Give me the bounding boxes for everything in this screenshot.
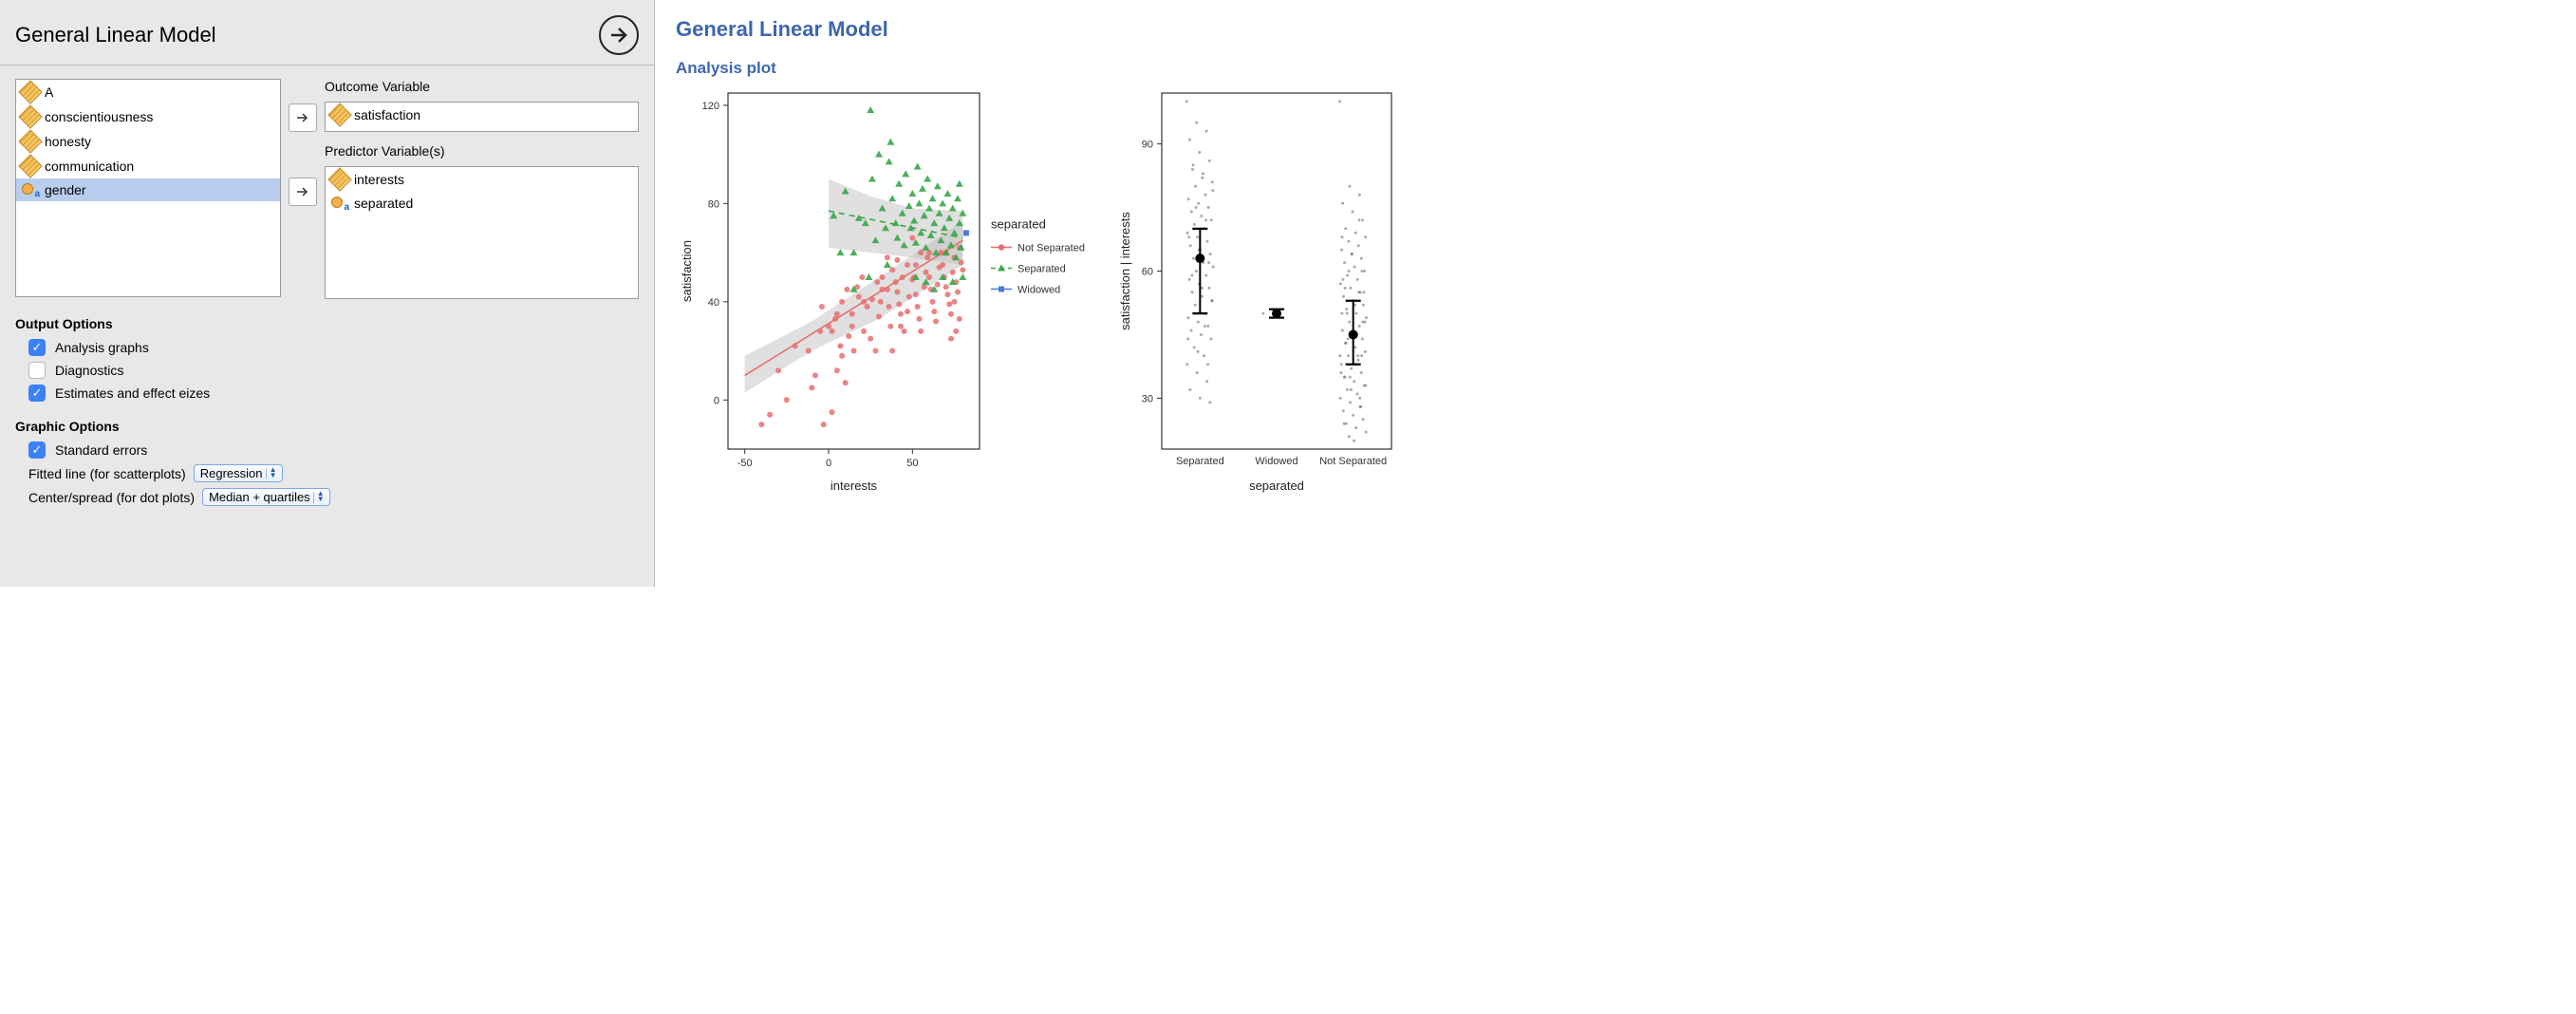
predictor-label: Predictor Variable(s) <box>325 143 639 159</box>
scale-icon <box>327 103 351 126</box>
variable-label: communication <box>45 159 134 174</box>
stderr-checkbox[interactable] <box>28 441 46 459</box>
svg-text:90: 90 <box>1142 140 1153 151</box>
stderr-label: Standard errors <box>55 442 147 458</box>
variable-label: A <box>45 84 53 100</box>
variable-row[interactable]: A <box>16 80 280 104</box>
svg-text:satisfaction: satisfaction <box>680 240 694 302</box>
estimates-label: Estimates and effect eizes <box>55 385 210 401</box>
fitted-line-select[interactable]: Regression ▲▼ <box>194 464 283 482</box>
variable-row: satisfaction <box>326 103 638 127</box>
variable-row: separated <box>326 192 638 215</box>
scale-icon <box>18 80 42 103</box>
output-options-heading: Output Options <box>15 316 639 331</box>
variable-label: honesty <box>45 134 91 149</box>
svg-text:Widowed: Widowed <box>1255 456 1297 467</box>
nominal-icon <box>22 183 39 197</box>
center-spread-select[interactable]: Median + quartiles ▲▼ <box>202 488 330 506</box>
fitted-line-label: Fitted line (for scatterplots) <box>28 466 186 481</box>
svg-text:80: 80 <box>708 198 719 210</box>
svg-text:50: 50 <box>906 458 918 469</box>
arrow-right-icon <box>296 185 309 198</box>
analysis-graphs-checkbox[interactable] <box>28 339 46 356</box>
scale-icon <box>18 104 42 128</box>
run-button[interactable] <box>599 15 639 55</box>
panel-title: General Linear Model <box>15 23 216 47</box>
variable-row: interests <box>326 167 638 192</box>
svg-text:40: 40 <box>708 297 719 309</box>
svg-text:60: 60 <box>1142 267 1153 278</box>
svg-text:Separated: Separated <box>1176 456 1224 467</box>
variable-label: separated <box>354 196 413 211</box>
graphic-options-heading: Graphic Options <box>15 419 639 434</box>
svg-text:-50: -50 <box>737 458 753 469</box>
scale-icon <box>18 129 42 153</box>
arrow-right-icon <box>296 111 309 124</box>
output-title: General Linear Model <box>676 17 1469 42</box>
variable-row[interactable]: honesty <box>16 129 280 154</box>
center-spread-label: Center/spread (for dot plots) <box>28 490 195 505</box>
variable-row[interactable]: gender <box>16 178 280 201</box>
diagnostics-label: Diagnostics <box>55 363 123 378</box>
variable-label: conscientiousness <box>45 109 153 124</box>
variable-label: gender <box>45 182 86 197</box>
predictor-variables-slot[interactable]: interests separated <box>325 166 639 299</box>
svg-text:Separated: Separated <box>1017 264 1066 275</box>
scatter-plot: -50 0 50 0 40 80 120 interests satisfaction separ… <box>676 84 1093 501</box>
estimates-checkbox[interactable] <box>28 385 46 402</box>
svg-text:Widowed: Widowed <box>1017 285 1060 296</box>
dot-plot: 30 60 90 satisfaction | interests separated S… <box>1116 84 1401 501</box>
svg-text:separated: separated <box>991 217 1046 232</box>
svg-text:Not Separated: Not Separated <box>1319 456 1387 467</box>
analysis-graphs-label: Analysis graphs <box>55 340 149 355</box>
svg-text:0: 0 <box>826 458 831 469</box>
svg-text:satisfaction | interests: satisfaction | interests <box>1118 212 1132 330</box>
variable-row[interactable]: conscientiousness <box>16 104 280 129</box>
variable-label: satisfaction <box>354 107 420 122</box>
scale-icon <box>18 154 42 178</box>
arrow-right-icon <box>607 24 630 47</box>
svg-text:interests: interests <box>831 479 878 493</box>
config-panel: General Linear Model Aconscientiousness h… <box>0 0 655 587</box>
svg-text:120: 120 <box>702 101 719 112</box>
variable-row[interactable]: communication <box>16 154 280 178</box>
variable-label: interests <box>354 172 404 187</box>
svg-text:30: 30 <box>1142 393 1153 404</box>
outcome-label: Outcome Variable <box>325 79 639 94</box>
output-panel: General Linear Model Analysis plot -50 0 5… <box>655 0 1490 587</box>
nominal-icon <box>331 197 348 210</box>
assign-outcome-button[interactable] <box>289 103 317 132</box>
svg-text:0: 0 <box>714 395 719 406</box>
outcome-variable-slot[interactable]: satisfaction <box>325 102 639 132</box>
available-variables-list[interactable]: Aconscientiousness honesty communication ge… <box>15 79 281 297</box>
assign-predictor-button[interactable] <box>289 178 317 206</box>
svg-text:Not Separated: Not Separated <box>1017 243 1085 254</box>
scale-icon <box>327 167 351 191</box>
diagnostics-checkbox[interactable] <box>28 362 46 379</box>
svg-text:separated: separated <box>1249 479 1304 493</box>
output-subtitle: Analysis plot <box>676 59 1469 78</box>
